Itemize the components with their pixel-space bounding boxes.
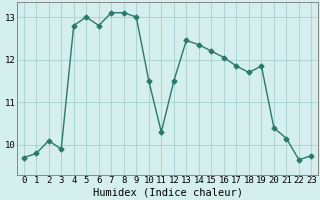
X-axis label: Humidex (Indice chaleur): Humidex (Indice chaleur) bbox=[92, 188, 243, 198]
